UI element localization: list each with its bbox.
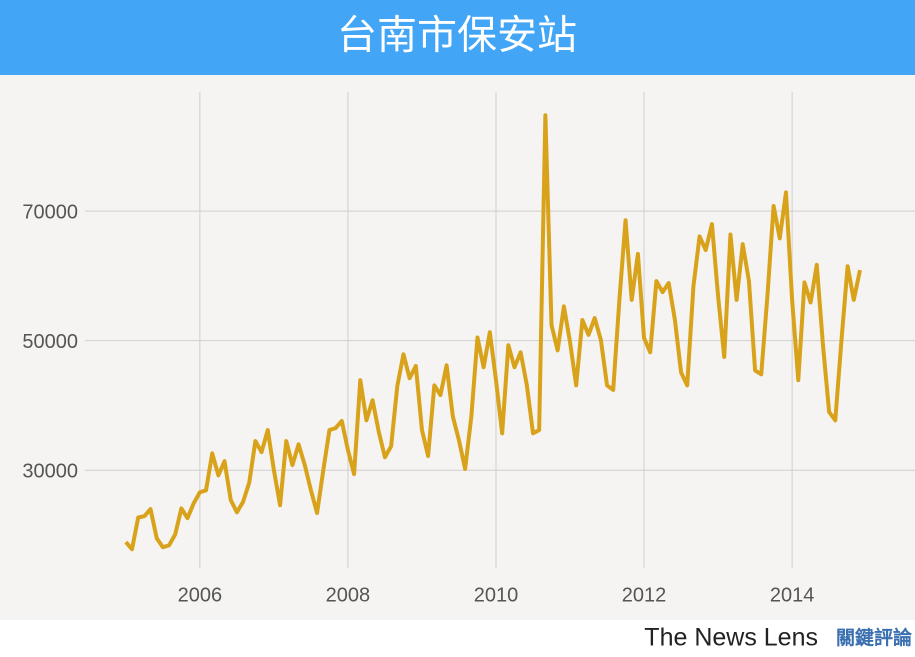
brand: The News Lens bbox=[644, 624, 818, 652]
brand-zh: 關鍵評論 bbox=[836, 626, 913, 649]
data-line bbox=[124, 113, 862, 552]
x-tick-label: 2008 bbox=[326, 584, 371, 606]
x-tick-label: 2012 bbox=[622, 584, 667, 606]
y-tick-label: 50000 bbox=[22, 331, 78, 353]
x-tick-label: 2006 bbox=[178, 584, 223, 606]
x-tick-label: 2010 bbox=[474, 584, 519, 606]
y-tick-label: 70000 bbox=[22, 201, 78, 223]
chart-title: 台南市保安站 bbox=[337, 14, 577, 58]
header-bar bbox=[0, 0, 915, 75]
x-tick-label: 2014 bbox=[770, 584, 815, 606]
plot-background bbox=[0, 75, 915, 620]
y-tick-label: 30000 bbox=[22, 460, 78, 482]
